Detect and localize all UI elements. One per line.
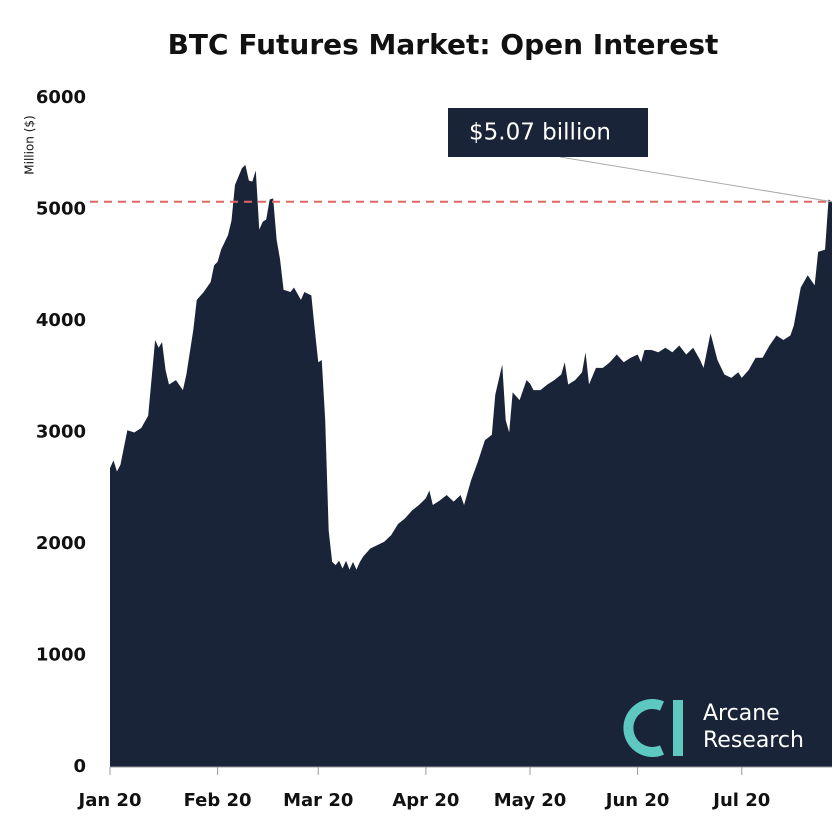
annotation: $5.07 billion — [469, 120, 611, 146]
chart-title: BTC Futures Market: Open Interest — [168, 28, 719, 61]
logo-arc — [623, 699, 664, 757]
annotation-leader — [559, 156, 833, 203]
y-tick-label: 6000 — [36, 87, 86, 108]
y-tick-label: 3000 — [36, 422, 86, 443]
x-tick-label: May 20 — [494, 790, 567, 811]
x-tick-label: Jan 20 — [77, 790, 142, 811]
watermark: Arcane — [703, 701, 780, 726]
x-tick-label: Feb 20 — [184, 790, 252, 811]
x-tick-label: Jul 20 — [711, 790, 770, 811]
y-tick-label: 1000 — [36, 645, 86, 666]
x-tick-label: Mar 20 — [283, 790, 353, 811]
y-tick-label: 4000 — [36, 310, 86, 331]
watermark: Research — [703, 728, 804, 753]
y-axis-label: Million ($) — [23, 115, 37, 174]
logo-bar — [673, 700, 683, 756]
x-tick-label: Jun 20 — [604, 790, 670, 811]
area — [110, 164, 832, 767]
y-tick-label: 2000 — [36, 533, 86, 554]
y-tick-label: 5000 — [36, 199, 86, 220]
annotation-box — [448, 108, 648, 157]
x-tick-label: Apr 20 — [392, 790, 459, 811]
y-tick-label: 0 — [73, 756, 86, 777]
